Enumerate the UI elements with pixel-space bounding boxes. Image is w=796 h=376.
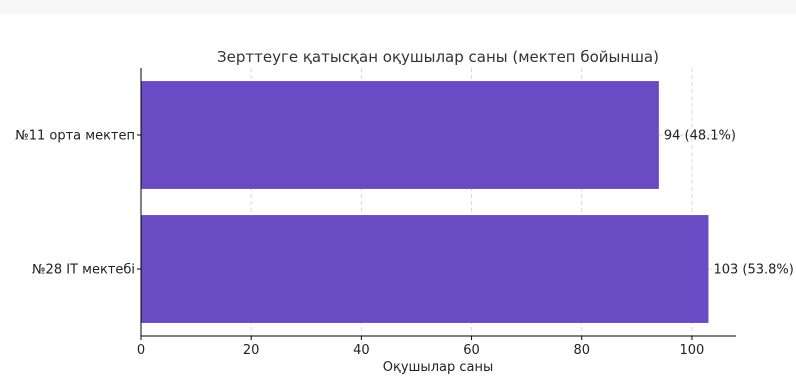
bars — [141, 81, 709, 323]
chart-title: Зерттеуге қатысқан оқушылар саны (мектеп… — [217, 48, 659, 66]
x-tick-label: 40 — [353, 343, 370, 358]
top-strip — [0, 0, 796, 14]
bar — [141, 215, 709, 323]
data-label: 94 (48.1%) — [664, 129, 736, 144]
x-tick-label: 60 — [463, 343, 480, 358]
labels: 0 20 40 60 80 100 №11 орта мектеп 94 (48.1%) №28… — [15, 129, 794, 359]
bar — [141, 81, 659, 189]
x-tick-label: 20 — [243, 343, 260, 358]
data-label: 103 (53.8%) — [713, 263, 793, 278]
x-axis-title: Оқушылар саны — [383, 360, 493, 375]
category-label: №28 IT мектебі — [32, 263, 135, 278]
category-label: №11 орта мектеп — [15, 129, 135, 144]
x-tick-label: 80 — [573, 343, 590, 358]
x-tick-label: 100 — [680, 343, 705, 358]
x-tick-label: 0 — [137, 343, 145, 358]
